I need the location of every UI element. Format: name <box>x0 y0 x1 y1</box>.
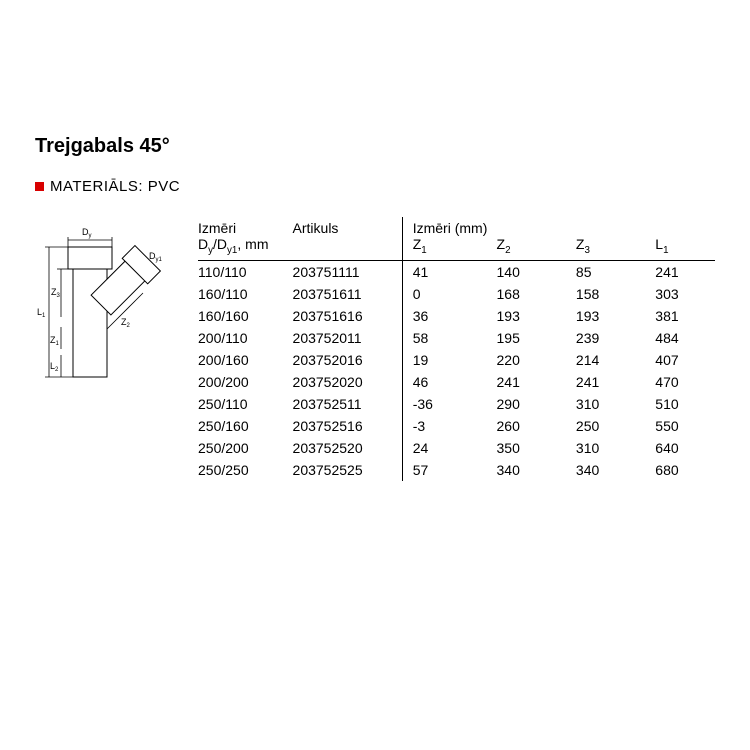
cell-art: 203752511 <box>293 393 403 415</box>
cell-z1: 41 <box>402 260 496 283</box>
cell-dim: 110/110 <box>198 260 293 283</box>
table-row: 110/1102037511114114085241 <box>198 260 715 283</box>
cell-l1: 510 <box>655 393 715 415</box>
cell-z3: 250 <box>576 415 655 437</box>
table-row: 160/1102037516110168158303 <box>198 283 715 305</box>
table-row: 200/20020375202046241241470 <box>198 371 715 393</box>
cell-dim: 160/160 <box>198 305 293 327</box>
diagram-label-l2: L2 <box>50 361 59 373</box>
cell-art: 203752525 <box>293 459 403 481</box>
cell-z1: 58 <box>402 327 496 349</box>
cell-z2: 340 <box>497 459 576 481</box>
cell-z3: 241 <box>576 371 655 393</box>
cell-l1: 303 <box>655 283 715 305</box>
hdr-z3: Z3 <box>576 236 655 260</box>
cell-l1: 680 <box>655 459 715 481</box>
cell-z3: 310 <box>576 393 655 415</box>
spec-table: Izmēri Artikuls Izmēri (mm) Dy/Dy1, mm Z… <box>198 217 715 481</box>
cell-z2: 260 <box>497 415 576 437</box>
cell-z2: 195 <box>497 327 576 349</box>
cell-z3: 85 <box>576 260 655 283</box>
table-row: 200/11020375201158195239484 <box>198 327 715 349</box>
cell-dim: 250/160 <box>198 415 293 437</box>
cell-l1: 241 <box>655 260 715 283</box>
diagram-label-z1: Z1 <box>50 335 60 347</box>
cell-z1: -36 <box>402 393 496 415</box>
cell-z3: 310 <box>576 437 655 459</box>
bullet-icon <box>35 182 44 191</box>
cell-art: 203751616 <box>293 305 403 327</box>
cell-z1: 36 <box>402 305 496 327</box>
cell-dim: 250/200 <box>198 437 293 459</box>
hdr-artikuls: Artikuls <box>293 217 403 236</box>
main-flex: Dy Dy1 L1 Z3 Z1 L2 Z2 Izmēri Artikuls Iz… <box>35 217 715 481</box>
table-row: 200/16020375201619220214407 <box>198 349 715 371</box>
cell-z1: 46 <box>402 371 496 393</box>
cell-dim: 200/160 <box>198 349 293 371</box>
cell-z2: 290 <box>497 393 576 415</box>
cell-art: 203752016 <box>293 349 403 371</box>
hdr-izmeri: Izmēri <box>198 217 293 236</box>
cell-dim: 200/200 <box>198 371 293 393</box>
table-body: 110/1102037511114114085241160/1102037516… <box>198 260 715 481</box>
cell-art: 203751111 <box>293 260 403 283</box>
cell-art: 203751611 <box>293 283 403 305</box>
cell-l1: 484 <box>655 327 715 349</box>
cell-dim: 250/110 <box>198 393 293 415</box>
hdr-art-blank <box>293 236 403 260</box>
cell-z2: 140 <box>497 260 576 283</box>
cell-l1: 470 <box>655 371 715 393</box>
content: Trejgabals 45° MATERIĀLS: PVC <box>35 135 715 481</box>
table-row: 250/25020375252557340340680 <box>198 459 715 481</box>
cell-z1: 57 <box>402 459 496 481</box>
cell-z1: -3 <box>402 415 496 437</box>
hdr-z1: Z1 <box>402 236 496 260</box>
cell-art: 203752020 <box>293 371 403 393</box>
cell-z3: 214 <box>576 349 655 371</box>
material-label: MATERIĀLS: PVC <box>50 178 180 195</box>
cell-z2: 193 <box>497 305 576 327</box>
cell-art: 203752516 <box>293 415 403 437</box>
cell-z3: 340 <box>576 459 655 481</box>
page-title: Trejgabals 45° <box>35 135 715 158</box>
material-row: MATERIĀLS: PVC <box>35 178 715 195</box>
cell-dim: 200/110 <box>198 327 293 349</box>
cell-l1: 407 <box>655 349 715 371</box>
tee-diagram: Dy Dy1 L1 Z3 Z1 L2 Z2 <box>35 217 180 481</box>
hdr-dim: Dy/Dy1, mm <box>198 236 293 260</box>
cell-z1: 19 <box>402 349 496 371</box>
cell-z3: 239 <box>576 327 655 349</box>
cell-z1: 0 <box>402 283 496 305</box>
cell-z3: 158 <box>576 283 655 305</box>
diagram-label-z3: Z3 <box>51 287 61 299</box>
table-row: 250/110203752511-36290310510 <box>198 393 715 415</box>
cell-z2: 241 <box>497 371 576 393</box>
cell-l1: 550 <box>655 415 715 437</box>
diagram-label-z2: Z2 <box>121 317 131 329</box>
hdr-z2: Z2 <box>497 236 576 260</box>
hdr-l1: L1 <box>655 236 715 260</box>
diagram-label-l1: L1 <box>37 307 46 319</box>
diagram-label-dy: Dy <box>82 227 92 239</box>
table-row: 250/160203752516-3260250550 <box>198 415 715 437</box>
cell-art: 203752011 <box>293 327 403 349</box>
cell-z2: 220 <box>497 349 576 371</box>
cell-z2: 350 <box>497 437 576 459</box>
cell-z3: 193 <box>576 305 655 327</box>
table-row: 160/16020375161636193193381 <box>198 305 715 327</box>
cell-dim: 160/110 <box>198 283 293 305</box>
table-row: 250/20020375252024350310640 <box>198 437 715 459</box>
cell-z1: 24 <box>402 437 496 459</box>
cell-l1: 381 <box>655 305 715 327</box>
cell-dim: 250/250 <box>198 459 293 481</box>
cell-art: 203752520 <box>293 437 403 459</box>
spec-table-wrap: Izmēri Artikuls Izmēri (mm) Dy/Dy1, mm Z… <box>198 217 715 481</box>
cell-z2: 168 <box>497 283 576 305</box>
cell-l1: 640 <box>655 437 715 459</box>
hdr-izmeri-mm: Izmēri (mm) <box>402 217 715 236</box>
